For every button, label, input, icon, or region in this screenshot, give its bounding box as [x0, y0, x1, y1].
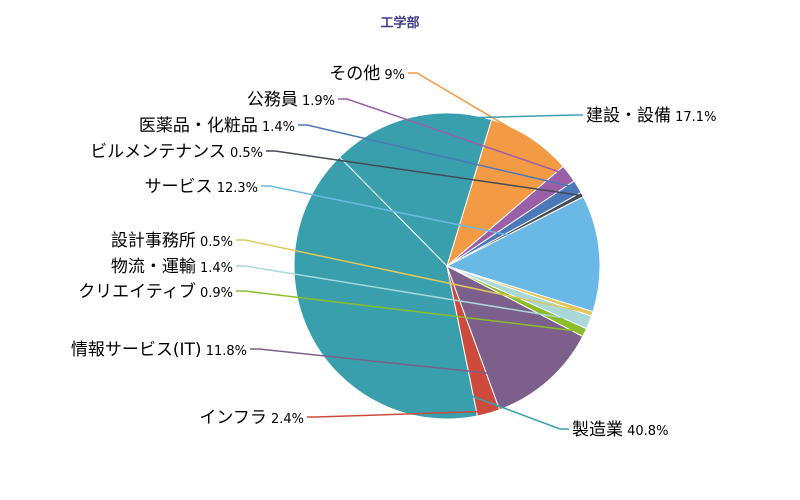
- slice-label-name: クリエイティブ: [78, 281, 196, 302]
- pie-slices: [293, 112, 601, 420]
- slice-label-value: 1.4%: [196, 261, 233, 276]
- slice-label-value: 11.8%: [202, 344, 247, 359]
- slice-label-name: 情報サービス(IT): [71, 340, 202, 360]
- slice-label: その他 9%: [329, 64, 405, 84]
- leader-line: [236, 265, 588, 323]
- leader-line: [266, 150, 581, 197]
- slice-label-value: 1.4%: [258, 120, 295, 135]
- chart-title: 工学部: [380, 16, 420, 31]
- leader-line: [307, 410, 489, 418]
- slice-label: 建設・設備 17.1%: [586, 106, 716, 126]
- slice-label: 医薬品・化粧品 1.4%: [139, 116, 295, 136]
- leader-line: [313, 336, 569, 430]
- slice-label-name: インフラ: [199, 408, 267, 428]
- slice-label: インフラ 2.4%: [199, 408, 304, 428]
- leader-line: [338, 98, 568, 176]
- slice-label-name: 製造業: [572, 420, 623, 440]
- slice-label: クリエイティブ 0.9%: [78, 281, 233, 302]
- slice-label: 公務員 1.9%: [247, 90, 335, 110]
- slice-label-name: 医薬品・化粧品: [139, 116, 258, 136]
- slice-label-value: 40.8%: [623, 424, 668, 439]
- leader-line: [261, 185, 598, 255]
- slice-label-name: 建設・設備: [586, 106, 671, 126]
- slice-label: 物流・運輸 1.4%: [111, 257, 233, 277]
- slice-label: 設計事務所 0.5%: [111, 231, 233, 251]
- leader-line: [236, 239, 591, 314]
- pie-slice: [446, 264, 584, 411]
- slice-label-name: 物流・運輸: [111, 257, 196, 277]
- slice-label: サービス 12.3%: [145, 177, 258, 197]
- pie-slice: [446, 119, 564, 268]
- slice-label-name: サービス: [145, 177, 213, 197]
- slice-label-value: 12.3%: [213, 181, 258, 196]
- slice-label-name: 公務員: [247, 90, 298, 110]
- pie-slice: [293, 156, 479, 420]
- slice-label-value: 9%: [380, 68, 405, 83]
- leader-line: [236, 290, 584, 333]
- slice-label-value: 1.9%: [298, 94, 335, 109]
- slice-label-name: ビルメンテナンス: [90, 142, 226, 162]
- slice-label-name: その他: [329, 64, 380, 84]
- slice-label-value: 0.5%: [196, 235, 233, 250]
- slice-label-name: 設計事務所: [111, 231, 196, 251]
- slice-label: 製造業 40.8%: [572, 420, 668, 440]
- slice-label: ビルメンテナンス 0.5%: [90, 142, 263, 162]
- leader-line: [410, 114, 583, 121]
- pie-slice: [445, 195, 601, 313]
- leader-line: [298, 124, 577, 189]
- slice-labels: 製造業 40.8% インフラ 2.4% 情報サービス(IT) 11.8% クリエイティ…: [71, 64, 717, 440]
- slice-label-value: 2.4%: [267, 412, 304, 427]
- slice-label-value: 17.1%: [671, 110, 716, 125]
- slice-label-value: 0.5%: [226, 146, 263, 161]
- slice-label: 情報サービス(IT) 11.8%: [71, 340, 247, 360]
- leader-line: [250, 348, 547, 381]
- slice-label-value: 0.9%: [196, 286, 233, 301]
- leader-lines: [236, 72, 598, 430]
- pie-slice: [338, 112, 493, 267]
